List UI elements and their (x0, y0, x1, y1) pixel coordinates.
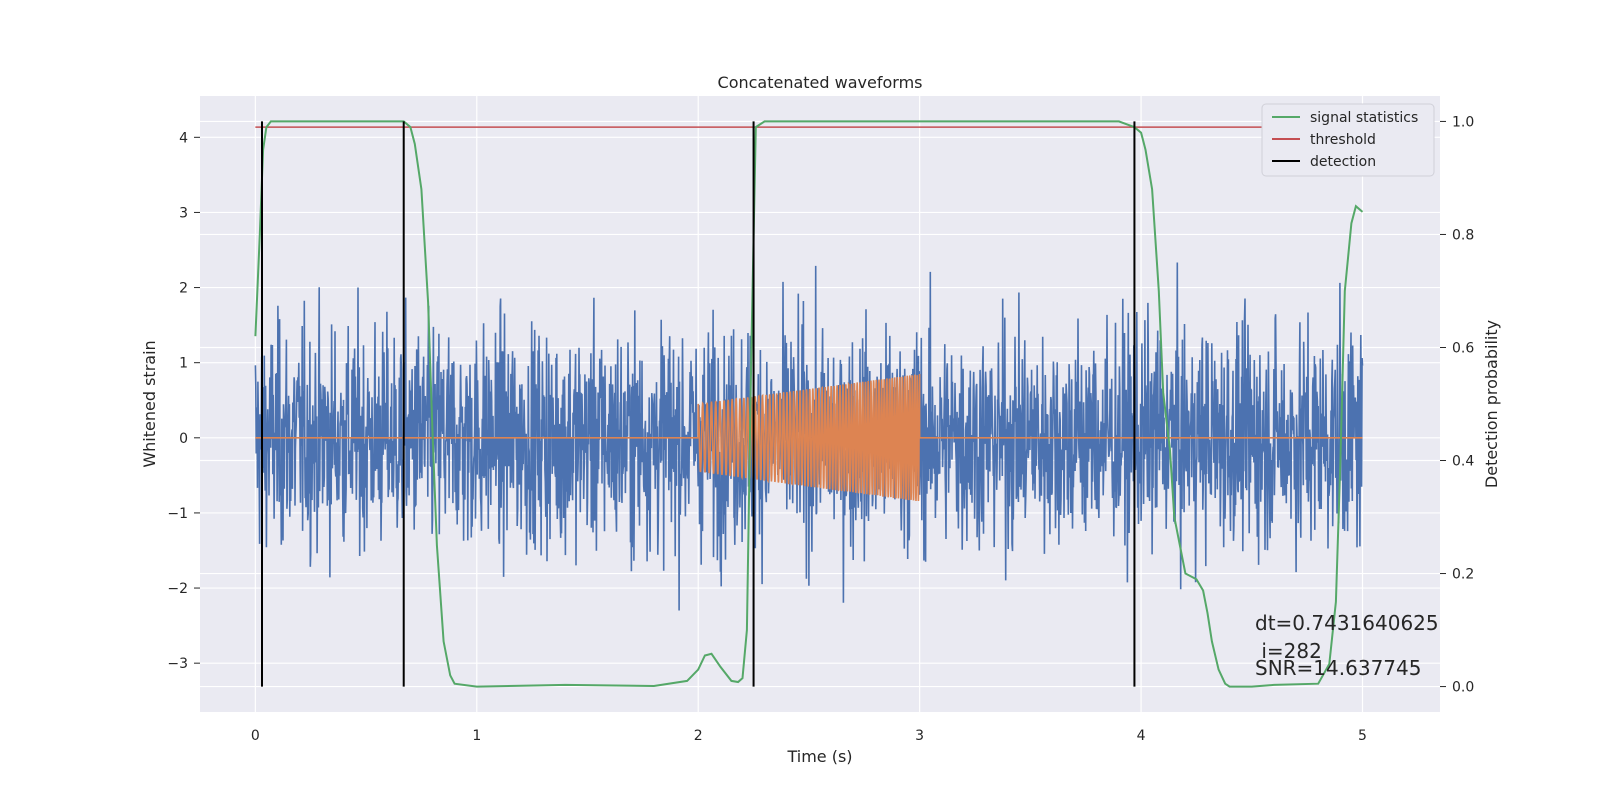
detection-lines (261, 121, 1136, 687)
y2-tick-label: 0.8 (1452, 227, 1474, 243)
x-tick-label: 4 (1137, 728, 1146, 744)
y2-axis-ticks: 0.0 0.2 0.4 0.6 0.8 1.0 (1440, 114, 1474, 696)
x-tick-label: 3 (915, 728, 924, 744)
x-tick-label: 1 (472, 728, 481, 744)
y-tick-label: 4 (179, 130, 188, 146)
legend-box (1261, 103, 1435, 177)
y2-tick-label: 1.0 (1452, 114, 1474, 130)
x-tick-label: 0 (251, 728, 260, 744)
y-tick-label: 0 (179, 431, 188, 447)
y-axis-label: Whitened strain (140, 340, 159, 467)
y-tick-label: −3 (167, 656, 188, 672)
x-axis-ticks: 0 1 2 3 4 5 (251, 728, 1367, 744)
annotation-index: i=282 (1255, 639, 1322, 663)
y-tick-label: 3 (179, 205, 188, 221)
legend: signal statistics threshold detection (1261, 103, 1435, 177)
legend-label-detection: detection (1310, 154, 1376, 170)
y-tick-label: −1 (167, 506, 188, 522)
y2-axis-label: Detection probability (1482, 320, 1501, 488)
y2-tick-label: 0.2 (1452, 567, 1474, 583)
y-tick-label: 1 (179, 356, 188, 372)
x-tick-label: 2 (694, 728, 703, 744)
y-tick-label: −2 (167, 581, 188, 597)
legend-label-threshold: threshold (1310, 132, 1376, 148)
x-axis-label: Time (s) (786, 747, 852, 766)
injected-chirp-line (255, 373, 1363, 502)
signal-statistics-line (254, 120, 1364, 688)
y-axis-ticks: −3 −2 −1 0 1 2 3 4 (167, 130, 200, 672)
annotation-dt: dt=0.7431640625 (1255, 611, 1439, 635)
y-tick-label: 2 (179, 281, 188, 297)
annotation-snr: SNR=14.637745 (1255, 656, 1421, 680)
legend-label-signal-statistics: signal statistics (1310, 110, 1418, 126)
y2-tick-label: 0.6 (1452, 340, 1474, 356)
x-tick-label: 5 (1358, 728, 1367, 744)
chart-title: Concatenated waveforms (718, 73, 923, 92)
y2-tick-label: 0.4 (1452, 454, 1474, 470)
whitened-strain-line (254, 262, 1364, 611)
y2-tick-label: 0.0 (1452, 680, 1474, 696)
